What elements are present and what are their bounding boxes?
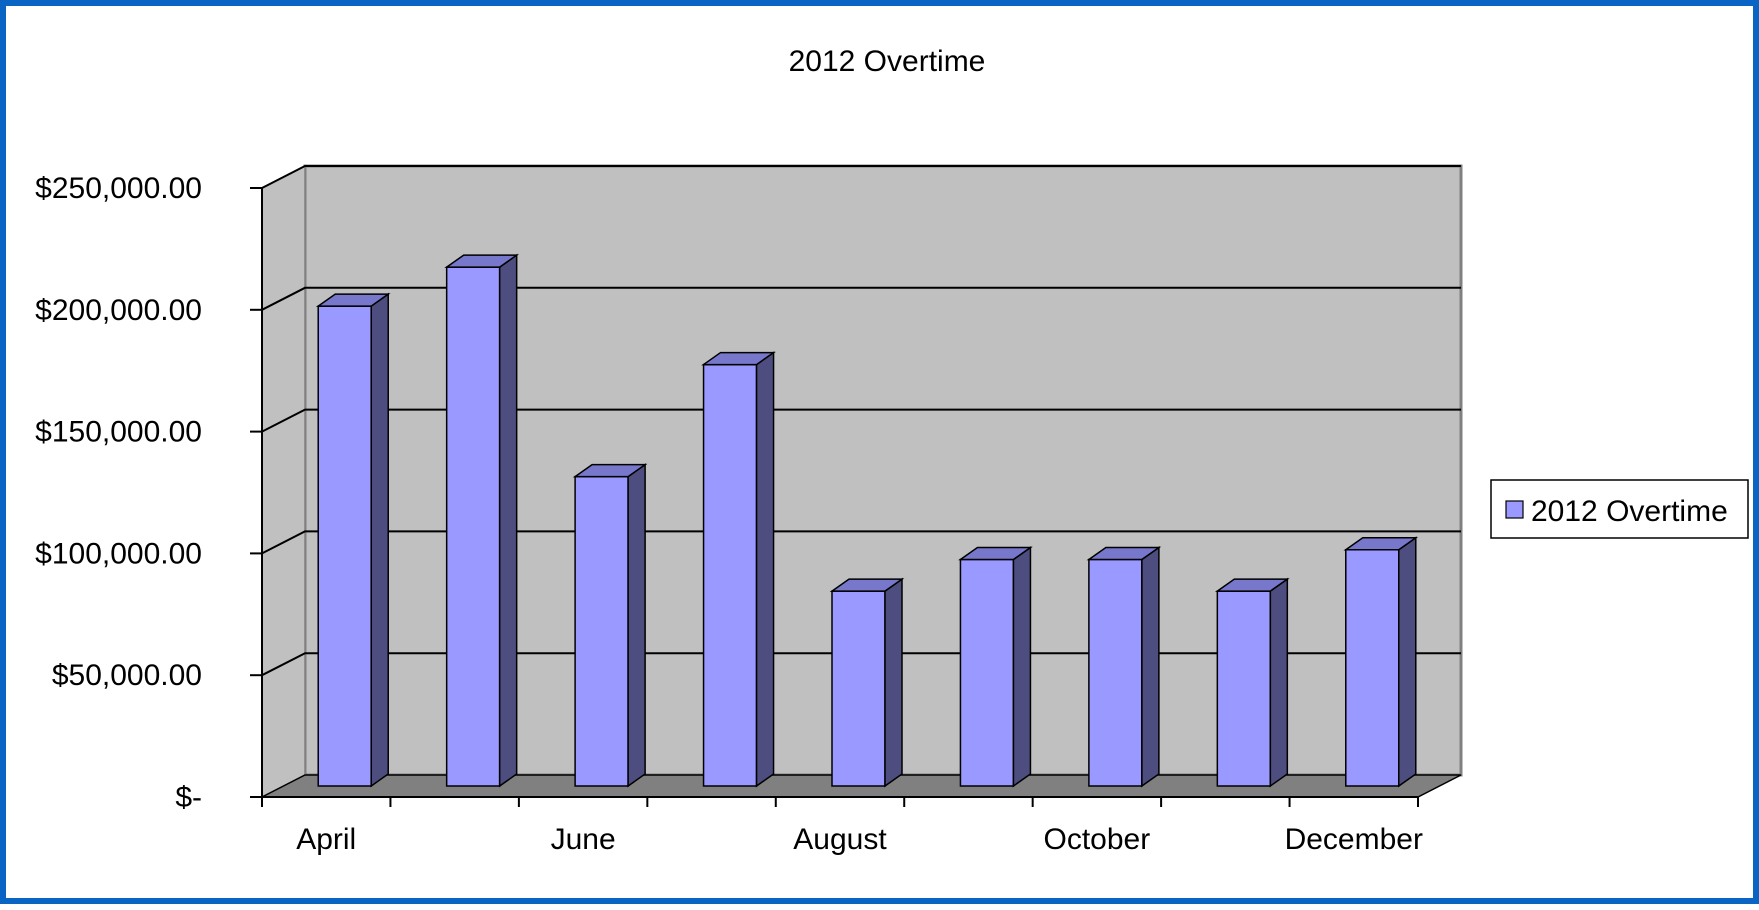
chart-canvas: 2012 Overtime $- $50,000.00 $100,000.00 $15… xyxy=(35,45,1749,856)
chart-title: 2012 Overtime xyxy=(789,45,986,78)
gridline xyxy=(261,286,1461,311)
bar-top xyxy=(829,578,905,592)
bar-side xyxy=(1398,536,1417,788)
bar xyxy=(1214,577,1290,788)
y-tick-label: $200,000.00 xyxy=(35,294,202,327)
bar-front xyxy=(1216,590,1272,787)
bar xyxy=(1086,546,1162,788)
bar-top xyxy=(444,254,520,268)
x-axis: April June August October December xyxy=(261,796,1423,856)
bar-series xyxy=(315,253,1419,788)
y-tick-label: $100,000.00 xyxy=(35,537,202,570)
bar-top xyxy=(1343,536,1419,551)
bar xyxy=(444,253,520,788)
bar-top xyxy=(701,351,776,366)
y-tick-label: $50,000.00 xyxy=(52,659,202,692)
y-tick-label: $250,000.00 xyxy=(35,172,202,205)
legend-label: 2012 Overtime xyxy=(1531,495,1728,528)
bar xyxy=(829,577,905,788)
bar-side xyxy=(1269,577,1289,788)
bar-side xyxy=(370,292,389,788)
x-tick-label: April xyxy=(296,823,356,856)
bar-top xyxy=(1086,546,1162,561)
bar-front xyxy=(1345,548,1400,787)
bar-top xyxy=(1214,578,1290,592)
bar-front xyxy=(317,305,372,787)
bar xyxy=(958,546,1033,788)
chart-gridlines xyxy=(261,165,1461,677)
bar-side xyxy=(627,463,646,788)
bar-front xyxy=(959,558,1015,787)
bar-front xyxy=(702,363,758,787)
legend-swatch xyxy=(1505,500,1524,519)
bar-front xyxy=(831,590,886,787)
side-wall xyxy=(261,164,306,799)
bar xyxy=(701,351,776,788)
gridline xyxy=(261,408,1461,433)
bar xyxy=(315,292,391,788)
x-tick-label: June xyxy=(551,823,616,856)
bar xyxy=(1343,536,1419,788)
bar-top xyxy=(958,546,1033,561)
y-tick-label: $- xyxy=(175,781,202,814)
x-tick-label: August xyxy=(793,823,887,856)
bar-side xyxy=(755,351,775,788)
bar-side xyxy=(1012,546,1032,788)
bar-top xyxy=(572,463,648,478)
bar-side xyxy=(498,253,518,788)
bar-side xyxy=(1141,546,1160,788)
bar-front xyxy=(1088,558,1143,787)
x-tick-label: October xyxy=(1044,823,1151,856)
legend-box xyxy=(1490,479,1749,539)
bar-side xyxy=(884,577,903,788)
gridline xyxy=(261,530,1461,555)
bar-top xyxy=(315,293,391,307)
y-axis: $- $50,000.00 $100,000.00 $150,000.00 $200,0… xyxy=(35,172,263,814)
chart-legend: 2012 Overtime xyxy=(1490,479,1749,539)
gridline xyxy=(261,652,1461,677)
y-tick-label: $150,000.00 xyxy=(35,416,202,449)
bar xyxy=(572,463,648,788)
gridline xyxy=(261,165,1461,189)
x-tick-label: December xyxy=(1285,823,1423,856)
bar-front xyxy=(574,475,629,787)
bar-front xyxy=(445,266,501,787)
